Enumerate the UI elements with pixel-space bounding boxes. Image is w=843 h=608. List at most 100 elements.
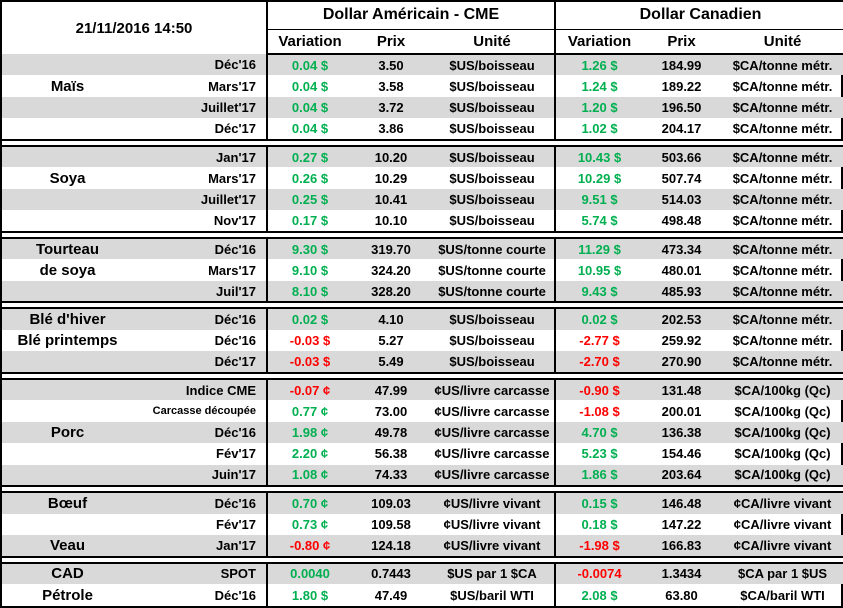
commodity-label xyxy=(2,443,133,464)
us-unit: $US/boisseau xyxy=(430,145,557,168)
us-price: 73.00 xyxy=(374,403,408,419)
us-price: 319.70 xyxy=(352,237,430,260)
us-price: 3.58 xyxy=(378,78,404,94)
us-unit: $US/tonne courte xyxy=(430,237,557,260)
group-separator xyxy=(2,138,843,147)
ca-unit: $CA/tonne métr. xyxy=(720,145,843,168)
ca-price: 202.53 xyxy=(643,308,721,330)
us-variation: 1.80 $ xyxy=(291,587,329,603)
ca-price: 270.90 xyxy=(643,351,721,373)
ca-price: 154.46 xyxy=(661,446,702,462)
ca-price: 507.74 xyxy=(661,170,702,186)
table-row: Maïs Mars'17 0.04 $ 3.58 $US/boisseau 1.24 $ 1… xyxy=(2,75,843,97)
group-separator-cell xyxy=(2,230,843,239)
us-variation: -0.03 $ xyxy=(267,351,352,373)
us-variation: 9.10 $ xyxy=(291,262,329,278)
ca-unit: ¢CA/livre vivant xyxy=(720,492,843,514)
us-price: 47.49 xyxy=(374,587,408,603)
us-variation: 0.73 ¢ xyxy=(291,516,329,532)
commodity-label xyxy=(2,514,133,535)
contract-month: Juillet'17 xyxy=(133,188,268,211)
us-variation: 0.04 $ xyxy=(267,96,352,119)
ca-variation: 5.23 $ xyxy=(581,446,618,462)
timestamp: 21/11/2016 14:50 xyxy=(2,2,268,54)
ca-variation: 1.02 $ xyxy=(581,121,618,137)
table-row: Soya Mars'17 0.26 $ 10.29 $US/boisseau 10.29 … xyxy=(2,167,843,189)
us-variation: 1.08 ¢ xyxy=(267,464,352,487)
ca-price: 200.01 xyxy=(661,403,702,419)
us-unit: $US/baril WTI xyxy=(430,584,557,606)
us-variation: 0.26 $ xyxy=(291,170,329,186)
ca-variation: 2.08 $ xyxy=(581,587,618,603)
ca-price: 146.48 xyxy=(643,492,721,514)
commodity-label xyxy=(2,188,133,211)
commodity-label xyxy=(2,210,133,231)
ca-variation: -1.98 $ xyxy=(555,535,644,557)
ca-price: 136.38 xyxy=(643,421,721,444)
ca-unit: $CA/tonne métr. xyxy=(732,121,833,137)
us-variation: -0.80 ¢ xyxy=(267,535,352,557)
contract-month: Déc'17 xyxy=(133,351,268,373)
us-price: 324.20 xyxy=(371,262,411,278)
ca-variation: 1.24 $ xyxy=(581,78,618,94)
us-unit: ¢US/livre carcasse xyxy=(430,400,557,422)
commodity-label: Blé d'hiver xyxy=(2,308,133,330)
table-row: Fév'17 2.20 ¢ 56.38 ¢US/livre carcasse 5.23 … xyxy=(2,443,843,465)
ca-variation: -2.77 $ xyxy=(579,333,620,349)
ca-variation: 0.18 $ xyxy=(581,516,618,532)
col-header-ca-variation: Variation xyxy=(555,29,644,55)
contract-month: Mars'17 xyxy=(133,75,268,97)
ca-unit: ¢CA/livre vivant xyxy=(733,516,832,532)
us-price: 3.72 xyxy=(352,96,430,119)
table-row: Jan'17 0.27 $10.20 $US/boisseau 10.43 $503.… xyxy=(2,145,843,168)
us-variation: 0.70 ¢ xyxy=(267,492,352,514)
us-price: 5.49 xyxy=(352,351,430,373)
contract-month: Déc'16 xyxy=(133,492,268,514)
us-variation: -0.07 ¢ xyxy=(267,378,352,401)
contract-month: Nov'17 xyxy=(133,210,268,232)
ca-price: 203.64 xyxy=(643,464,721,487)
us-price: 47.99 xyxy=(352,378,430,401)
header-row-columns: Variation Prix Unité Variation Prix Unit… xyxy=(2,29,843,55)
commodity-label: de soya xyxy=(39,261,96,279)
us-unit: ¢US/livre carcasse xyxy=(430,378,557,401)
contract-month: Mars'17 xyxy=(133,259,268,281)
us-unit: $US/boisseau xyxy=(430,96,557,119)
us-unit: ¢US/livre vivant xyxy=(430,535,557,557)
ca-unit: $CA/100kg (Qc) xyxy=(734,446,831,462)
ca-unit: $CA/tonne métr. xyxy=(720,237,843,260)
group-separator-cell xyxy=(2,371,843,380)
col-header-us-unite: Unité xyxy=(430,29,557,55)
commodity-label xyxy=(2,378,133,401)
table-row: Déc'17 -0.03 $5.49 $US/boisseau -2.70 $270.… xyxy=(2,351,843,373)
ca-price: 204.17 xyxy=(661,121,702,137)
contract-month: Juin'17 xyxy=(133,464,268,487)
us-variation: 0.0040 xyxy=(267,562,352,585)
ca-price: 480.01 xyxy=(661,262,702,278)
us-price: 10.10 xyxy=(374,213,408,229)
ca-unit: $CA/tonne métr. xyxy=(732,78,833,94)
ca-variation: 1.20 $ xyxy=(555,96,644,119)
us-variation: 0.25 $ xyxy=(267,188,352,211)
table-row: Tourteau Déc'16 9.30 $319.70 $US/tonne cour… xyxy=(2,237,843,260)
commodity-label: Pétrole xyxy=(42,586,93,604)
ca-variation: 10.29 $ xyxy=(577,170,622,186)
table-row: Pétrole Déc'16 1.80 $ 47.49 $US/baril WTI 2.0… xyxy=(2,584,843,606)
group-separator xyxy=(2,485,843,494)
ca-unit: $CA/100kg (Qc) xyxy=(734,403,831,419)
commodity-label: Bœuf xyxy=(2,492,133,514)
commodity-label: Maïs xyxy=(50,77,85,95)
ca-variation: 1.86 $ xyxy=(555,464,644,487)
us-price: 10.29 xyxy=(374,170,408,186)
contract-month: Déc'16 xyxy=(133,584,268,606)
table-row: Juillet'17 0.04 $3.72 $US/boisseau 1.20 $19… xyxy=(2,96,843,119)
contract-month: Jan'17 xyxy=(133,535,268,557)
contract-month: Juil'17 xyxy=(133,280,268,303)
contract-month: Déc'16 xyxy=(133,308,268,330)
ca-variation: -0.0074 xyxy=(555,562,644,585)
us-variation: 0.04 $ xyxy=(267,54,352,76)
us-price: 5.27 xyxy=(378,333,404,349)
us-unit: $US/boisseau xyxy=(430,329,557,352)
us-unit: $US/boisseau xyxy=(430,118,557,140)
commodity-label xyxy=(2,280,133,303)
